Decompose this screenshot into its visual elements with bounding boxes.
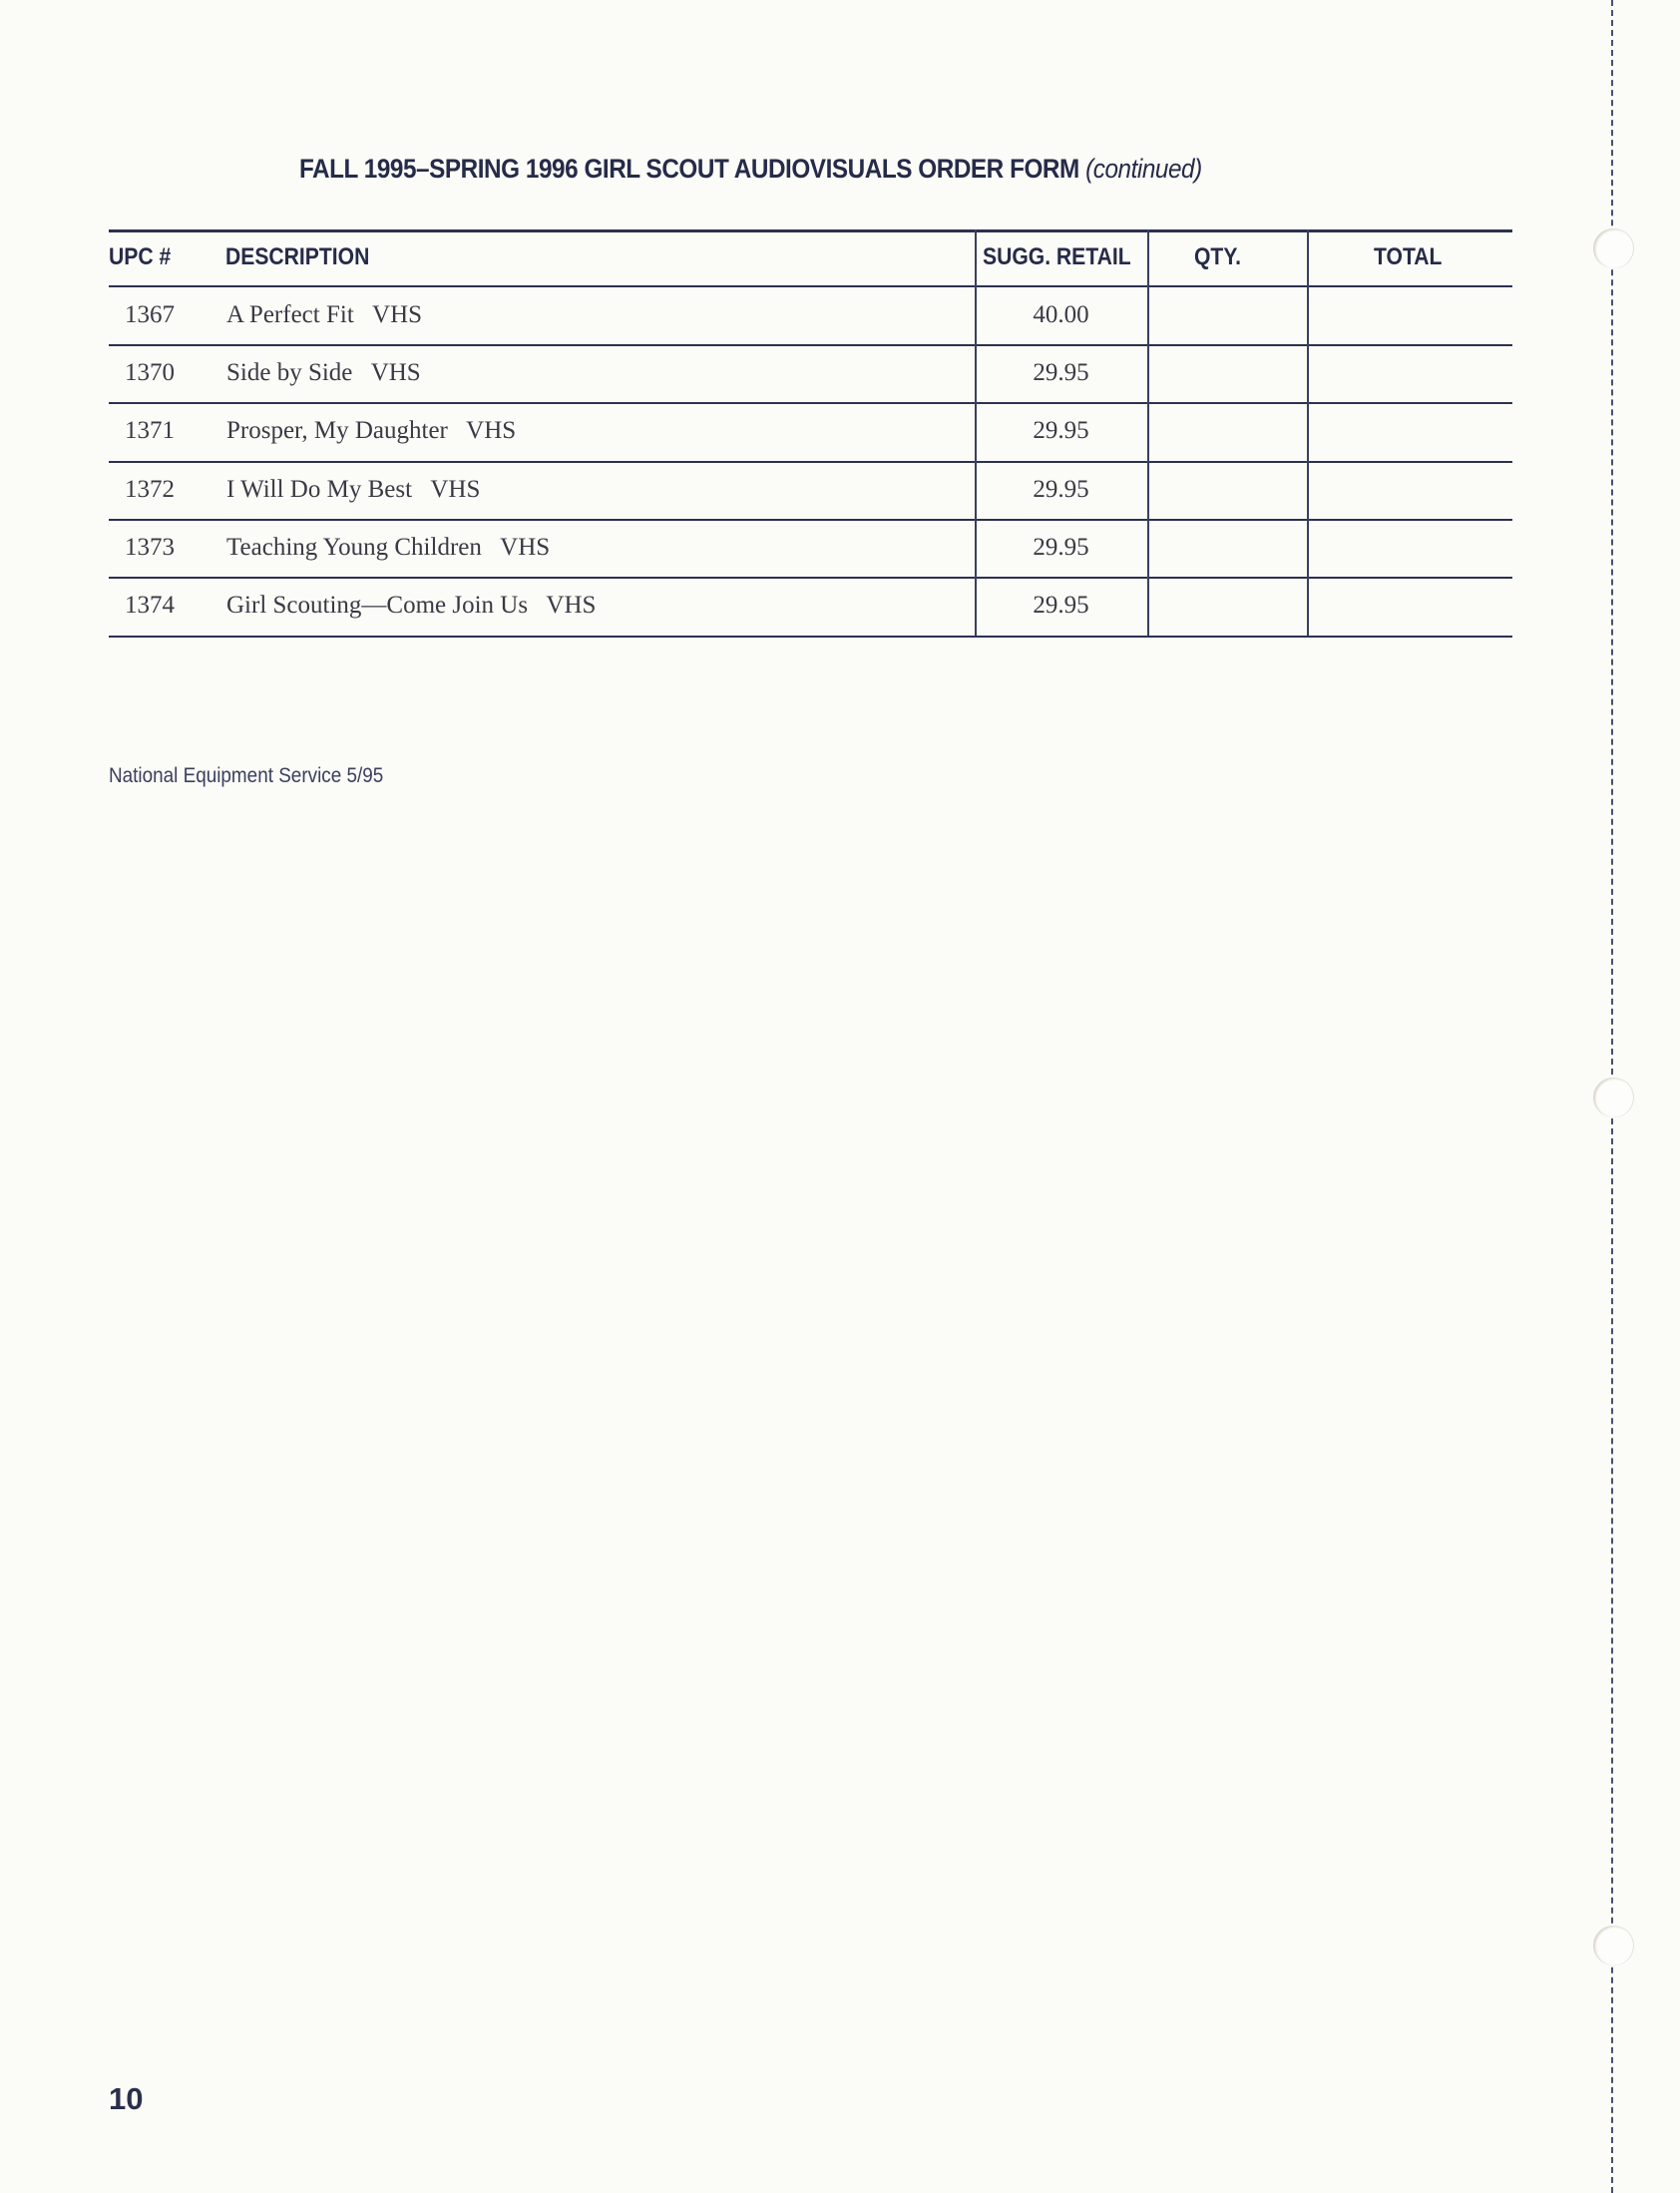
- qty-input[interactable]: [1151, 519, 1305, 575]
- column-divider: [1307, 229, 1309, 636]
- binder-hole: [1593, 1926, 1633, 1966]
- binder-hole: [1593, 228, 1633, 268]
- total-cell[interactable]: [1311, 577, 1510, 633]
- description-cell: Side by Side VHS: [226, 359, 421, 386]
- qty-input[interactable]: [1151, 344, 1305, 400]
- row-rule: [109, 636, 1512, 638]
- price-cell: 29.95: [1033, 476, 1089, 503]
- column-header: QTY.: [1194, 243, 1241, 270]
- page-number: 10: [109, 2081, 144, 2116]
- footer-text: National Equipment Service 5/95: [109, 764, 384, 787]
- qty-input[interactable]: [1151, 461, 1305, 517]
- upc-cell: 1372: [125, 476, 175, 503]
- row-rule: [109, 461, 1512, 463]
- price-cell: 29.95: [1033, 592, 1089, 619]
- table-top-rule: [109, 229, 1512, 232]
- upc-cell: 1371: [125, 417, 175, 444]
- total-cell[interactable]: [1311, 402, 1510, 458]
- binder-hole: [1593, 1078, 1633, 1117]
- row-rule: [109, 344, 1512, 346]
- description-cell: I Will Do My Best VHS: [226, 476, 481, 503]
- description-cell: Teaching Young Children VHS: [226, 534, 551, 561]
- description-cell: Prosper, My Daughter VHS: [226, 417, 517, 444]
- total-cell[interactable]: [1311, 286, 1510, 342]
- row-rule: [109, 519, 1512, 521]
- column-divider: [1147, 229, 1149, 636]
- price-cell: 40.00: [1033, 301, 1089, 328]
- total-cell[interactable]: [1311, 461, 1510, 517]
- column-header: DESCRIPTION: [225, 243, 370, 270]
- title-suffix: (continued): [1085, 154, 1202, 184]
- column-header: UPC #: [109, 243, 172, 270]
- price-cell: 29.95: [1033, 359, 1089, 386]
- qty-input[interactable]: [1151, 577, 1305, 633]
- price-cell: 29.95: [1033, 417, 1089, 444]
- description-cell: Girl Scouting—Come Join Us VHS: [226, 592, 597, 619]
- column-divider: [975, 229, 977, 636]
- row-rule: [109, 577, 1512, 579]
- title-main: FALL 1995–SPRING 1996 GIRL SCOUT AUDIOVI…: [299, 154, 1079, 184]
- qty-input[interactable]: [1151, 286, 1305, 342]
- header-rule: [109, 285, 1512, 287]
- upc-cell: 1374: [125, 592, 175, 619]
- upc-cell: 1373: [125, 534, 175, 561]
- total-cell[interactable]: [1311, 344, 1510, 400]
- description-cell: A Perfect Fit VHS: [226, 301, 423, 328]
- upc-cell: 1370: [125, 359, 175, 386]
- column-header: SUGG. RETAIL: [983, 243, 1131, 270]
- price-cell: 29.95: [1033, 534, 1089, 561]
- page-title: FALL 1995–SPRING 1996 GIRL SCOUT AUDIOVI…: [299, 154, 1202, 185]
- qty-input[interactable]: [1151, 402, 1305, 458]
- row-rule: [109, 402, 1512, 404]
- total-cell[interactable]: [1311, 519, 1510, 575]
- upc-cell: 1367: [125, 301, 175, 328]
- column-header: TOTAL: [1374, 243, 1443, 270]
